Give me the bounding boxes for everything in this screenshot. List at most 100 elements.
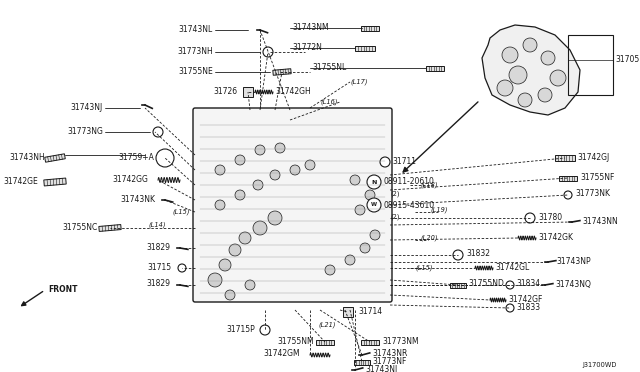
- Circle shape: [365, 190, 375, 200]
- Text: 08911-20610: 08911-20610: [383, 177, 434, 186]
- Text: 31834: 31834: [516, 279, 540, 289]
- Text: 31755ND: 31755ND: [468, 279, 504, 289]
- Text: 31773NF: 31773NF: [372, 356, 406, 366]
- Text: 31832: 31832: [466, 250, 490, 259]
- Text: (L15): (L15): [415, 265, 433, 271]
- Polygon shape: [361, 26, 379, 31]
- Circle shape: [497, 80, 513, 96]
- Circle shape: [506, 304, 514, 312]
- Text: 31759+A: 31759+A: [118, 153, 154, 161]
- Text: 31772N: 31772N: [292, 42, 322, 51]
- Text: 08915-43610: 08915-43610: [383, 201, 434, 209]
- Text: 31742GE: 31742GE: [3, 176, 38, 186]
- Bar: [243, 87, 253, 97]
- Circle shape: [253, 221, 267, 235]
- Polygon shape: [316, 340, 334, 344]
- Text: (L14): (L14): [148, 222, 166, 228]
- Circle shape: [502, 47, 518, 63]
- Polygon shape: [555, 155, 575, 161]
- Polygon shape: [45, 154, 65, 162]
- Circle shape: [550, 70, 566, 86]
- Text: 31726: 31726: [214, 87, 238, 96]
- Circle shape: [260, 325, 270, 335]
- Text: 31742GF: 31742GF: [508, 295, 542, 304]
- Circle shape: [215, 200, 225, 210]
- Text: W: W: [371, 202, 377, 208]
- Polygon shape: [482, 25, 580, 115]
- Text: 31755NM: 31755NM: [277, 337, 314, 346]
- Circle shape: [380, 157, 390, 167]
- Circle shape: [253, 180, 263, 190]
- Text: 31829: 31829: [146, 243, 170, 251]
- Bar: [343, 307, 353, 317]
- Polygon shape: [559, 176, 577, 180]
- Text: 31755NF: 31755NF: [580, 173, 614, 182]
- Circle shape: [518, 93, 532, 107]
- Text: (L20): (L20): [420, 235, 438, 241]
- Circle shape: [229, 244, 241, 256]
- Text: 31743NN: 31743NN: [582, 217, 618, 225]
- Circle shape: [367, 198, 381, 212]
- Circle shape: [305, 160, 315, 170]
- Circle shape: [541, 51, 555, 65]
- Text: 31773NG: 31773NG: [67, 126, 103, 135]
- Circle shape: [525, 213, 535, 223]
- Polygon shape: [450, 282, 466, 288]
- Circle shape: [270, 170, 280, 180]
- Text: 31742GL: 31742GL: [495, 263, 529, 272]
- Text: 31742GG: 31742GG: [112, 174, 148, 183]
- Circle shape: [370, 230, 380, 240]
- Circle shape: [355, 205, 365, 215]
- Text: 31715: 31715: [148, 263, 172, 272]
- Circle shape: [325, 265, 335, 275]
- Circle shape: [245, 280, 255, 290]
- Text: 31829: 31829: [146, 279, 170, 289]
- Text: 31711: 31711: [392, 157, 416, 166]
- Circle shape: [215, 165, 225, 175]
- Circle shape: [153, 127, 163, 137]
- Text: (2): (2): [390, 191, 399, 197]
- Text: 31755NL: 31755NL: [312, 62, 346, 71]
- Circle shape: [235, 155, 245, 165]
- Circle shape: [367, 175, 381, 189]
- FancyBboxPatch shape: [193, 108, 392, 302]
- Circle shape: [538, 88, 552, 102]
- Text: 31743NM: 31743NM: [292, 22, 328, 32]
- Text: 31705: 31705: [615, 55, 639, 64]
- Circle shape: [219, 259, 231, 271]
- Text: (L18): (L18): [420, 182, 438, 188]
- Text: (L21): (L21): [318, 322, 335, 328]
- Text: 31743NJ: 31743NJ: [365, 365, 397, 372]
- Text: 31773NM: 31773NM: [382, 337, 419, 346]
- Text: 31743NJ: 31743NJ: [71, 103, 103, 112]
- Circle shape: [360, 243, 370, 253]
- Circle shape: [208, 273, 222, 287]
- Circle shape: [178, 264, 186, 272]
- Circle shape: [350, 175, 360, 185]
- Bar: [568, 35, 613, 95]
- Text: 31833: 31833: [516, 302, 540, 311]
- Circle shape: [239, 232, 251, 244]
- Circle shape: [509, 66, 527, 84]
- Circle shape: [275, 143, 285, 153]
- Polygon shape: [355, 45, 375, 51]
- Text: 31773NK: 31773NK: [575, 189, 610, 199]
- Text: N: N: [371, 180, 377, 185]
- Circle shape: [523, 38, 537, 52]
- Circle shape: [564, 191, 572, 199]
- Text: (L17): (L17): [350, 79, 367, 85]
- Text: 31743NL: 31743NL: [179, 25, 213, 33]
- Circle shape: [268, 211, 282, 225]
- Circle shape: [255, 145, 265, 155]
- Text: 31714: 31714: [358, 307, 382, 315]
- Circle shape: [506, 281, 514, 289]
- Text: FRONT: FRONT: [48, 285, 77, 295]
- Circle shape: [156, 149, 174, 167]
- Text: 31742GM: 31742GM: [264, 350, 300, 359]
- Text: 31743NQ: 31743NQ: [555, 279, 591, 289]
- Text: (L19): (L19): [430, 207, 447, 213]
- Polygon shape: [354, 359, 370, 365]
- Circle shape: [290, 165, 300, 175]
- Circle shape: [225, 290, 235, 300]
- Polygon shape: [426, 65, 444, 71]
